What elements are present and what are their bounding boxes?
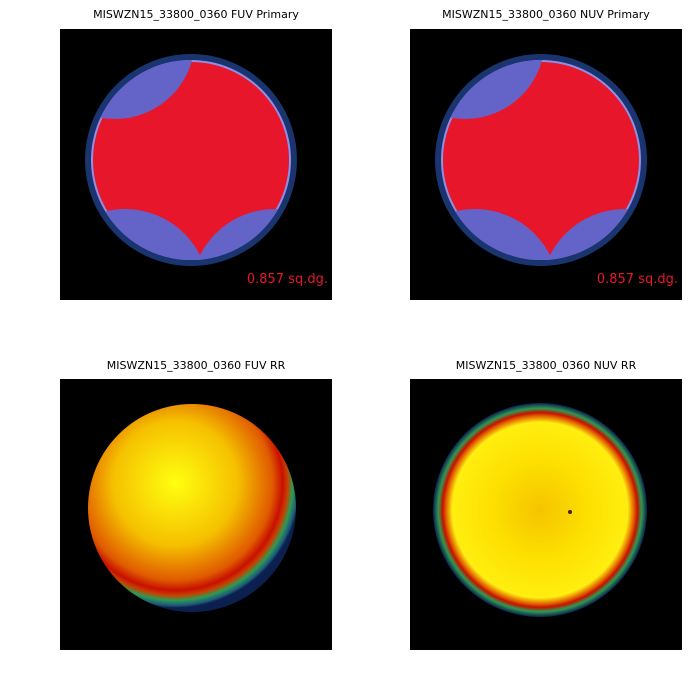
panel-nuv-rr: MISWZN15_33800_0360 NUV RR	[410, 359, 682, 650]
artifact-spot	[568, 510, 572, 514]
panel-fuv-rr: MISWZN15_33800_0360 FUV RR	[60, 359, 332, 650]
panel-fuv-primary: MISWZN15_33800_0360 FUV Primary 0.857 sq…	[60, 8, 332, 300]
area-label: 0.857 sq.dg.	[597, 272, 678, 287]
overlap-lobe	[441, 60, 545, 119]
panel-nuv-primary: MISWZN15_33800_0360 NUV Primary 0.857 sq…	[410, 8, 682, 300]
overlap-lobe	[91, 60, 195, 119]
relative-response-map	[88, 404, 296, 612]
panel-title: MISWZN15_33800_0360 FUV RR	[107, 359, 286, 372]
overlap-lobe	[441, 209, 559, 260]
area-label: 0.857 sq.dg.	[247, 272, 328, 287]
panel-title: MISWZN15_33800_0360 NUV Primary	[442, 8, 650, 21]
panel-title: MISWZN15_33800_0360 NUV RR	[456, 359, 637, 372]
relative-response-map	[433, 403, 647, 617]
overlap-lobe	[91, 209, 209, 260]
panel-title: MISWZN15_33800_0360 FUV Primary	[93, 8, 299, 21]
